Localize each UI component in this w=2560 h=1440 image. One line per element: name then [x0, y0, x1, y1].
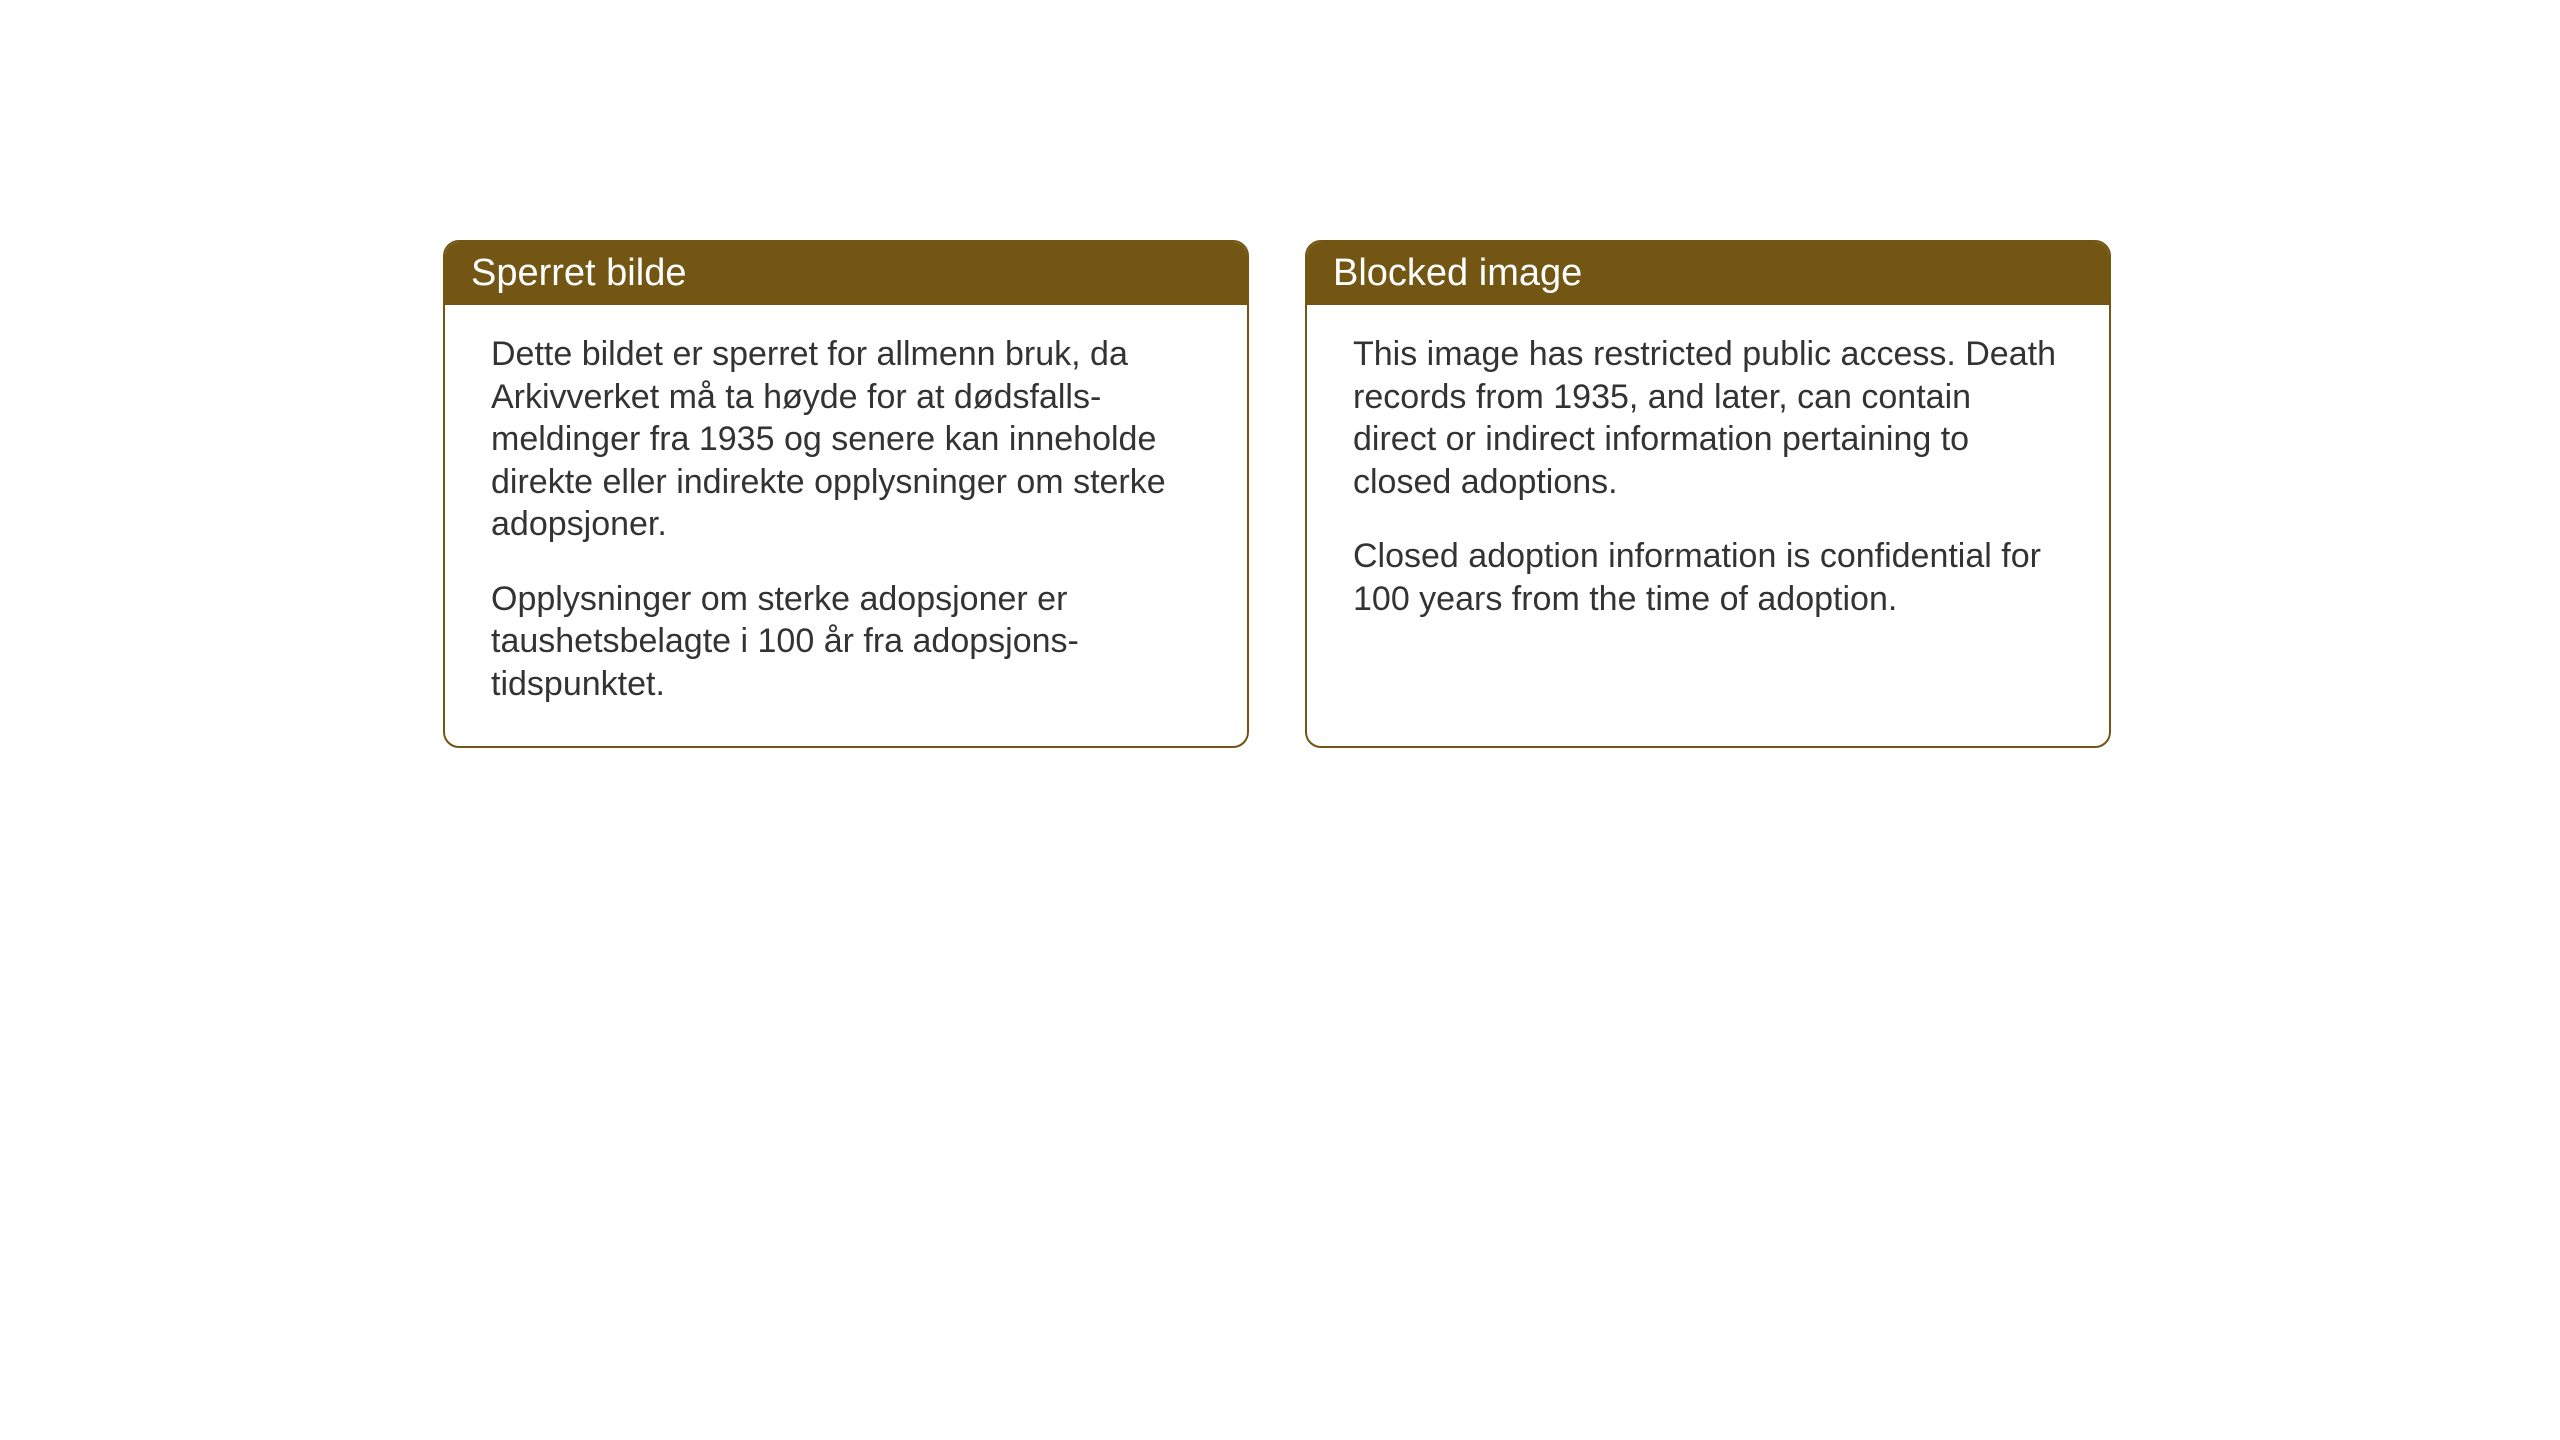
notice-paragraph-1-norwegian: Dette bildet er sperret for allmenn bruk…: [491, 333, 1201, 546]
notice-paragraph-2-english: Closed adoption information is confident…: [1353, 535, 2063, 620]
notice-container: Sperret bilde Dette bildet er sperret fo…: [443, 240, 2111, 748]
notice-title-english: Blocked image: [1333, 252, 1582, 294]
notice-box-norwegian: Sperret bilde Dette bildet er sperret fo…: [443, 240, 1249, 748]
notice-box-english: Blocked image This image has restricted …: [1305, 240, 2111, 748]
notice-body-norwegian: Dette bildet er sperret for allmenn bruk…: [445, 305, 1247, 741]
notice-header-norwegian: Sperret bilde: [445, 242, 1247, 305]
notice-body-english: This image has restricted public access.…: [1307, 305, 2109, 656]
notice-header-english: Blocked image: [1307, 242, 2109, 305]
notice-title-norwegian: Sperret bilde: [471, 252, 686, 294]
notice-paragraph-2-norwegian: Opplysninger om sterke adopsjoner er tau…: [491, 578, 1201, 706]
notice-paragraph-1-english: This image has restricted public access.…: [1353, 333, 2063, 503]
